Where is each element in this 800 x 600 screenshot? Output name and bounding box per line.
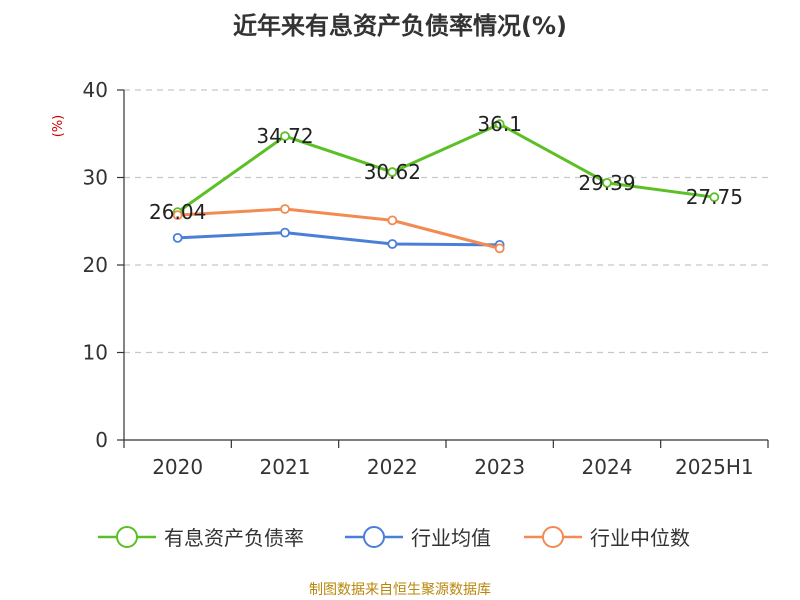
series-line-3 — [176, 207, 502, 250]
y-tick-label: 20 — [83, 253, 108, 277]
y-tick-label: 0 — [95, 428, 108, 452]
data-label: 27.75 — [686, 185, 743, 209]
series-lines — [172, 119, 720, 254]
chart-title: 近年来有息资产负债率情况(%) — [233, 12, 567, 40]
data-label: 29.39 — [578, 171, 635, 195]
grid-lines — [124, 89, 768, 354]
y-axis-unit-label: (%) — [51, 115, 66, 138]
x-tick-label: 2025H1 — [675, 455, 754, 479]
data-point — [172, 232, 183, 243]
source-note: 制图数据来自恒生聚源数据库 — [309, 582, 491, 598]
x-tick-label: 2021 — [260, 455, 311, 479]
legend-label: 行业中位数 — [590, 526, 690, 550]
legend-marker — [542, 526, 564, 548]
data-point — [172, 210, 183, 221]
data-point — [494, 243, 505, 254]
data-labels: 26.04 34.72 30.62 36.1 29.39 27.75 — [149, 112, 743, 224]
legend-item-3: 行业中位数 — [524, 526, 690, 550]
data-point — [280, 227, 290, 238]
data-point — [387, 167, 398, 177]
y-tick-label: 40 — [83, 78, 108, 102]
legend-marker — [363, 526, 385, 548]
legend: 有息资产负债率 行业均值 行业中位数 — [98, 526, 690, 550]
legend-label: 有息资产负债率 — [164, 526, 304, 550]
series-line-2 — [176, 231, 502, 247]
x-tick-label: 2024 — [582, 455, 633, 479]
series-line-1 — [176, 122, 716, 214]
data-point — [709, 192, 720, 203]
data-label: 26.04 — [149, 200, 206, 224]
data-label: 36.1 — [477, 112, 522, 136]
data-point — [494, 119, 505, 130]
data-point — [387, 215, 398, 226]
data-point — [280, 131, 290, 142]
data-point — [387, 239, 398, 249]
x-tick-label: 2022 — [367, 455, 418, 479]
legend-marker — [116, 526, 138, 548]
legend-label: 行业均值 — [411, 526, 491, 550]
data-point — [280, 204, 290, 214]
legend-item-1: 有息资产负债率 — [98, 526, 304, 550]
axes: 0 10 20 30 40 (%) 2020 2021 2022 2023 2024 2025H1 — [51, 78, 769, 479]
y-tick-label: 10 — [83, 341, 108, 365]
data-label: 34.72 — [256, 124, 313, 148]
legend-item-2: 行业均值 — [345, 526, 491, 550]
x-tick-label: 2020 — [152, 455, 203, 479]
data-label: 30.62 — [364, 160, 421, 184]
y-tick-label: 30 — [83, 166, 108, 190]
data-point — [602, 177, 612, 188]
x-tick-label: 2023 — [474, 455, 525, 479]
